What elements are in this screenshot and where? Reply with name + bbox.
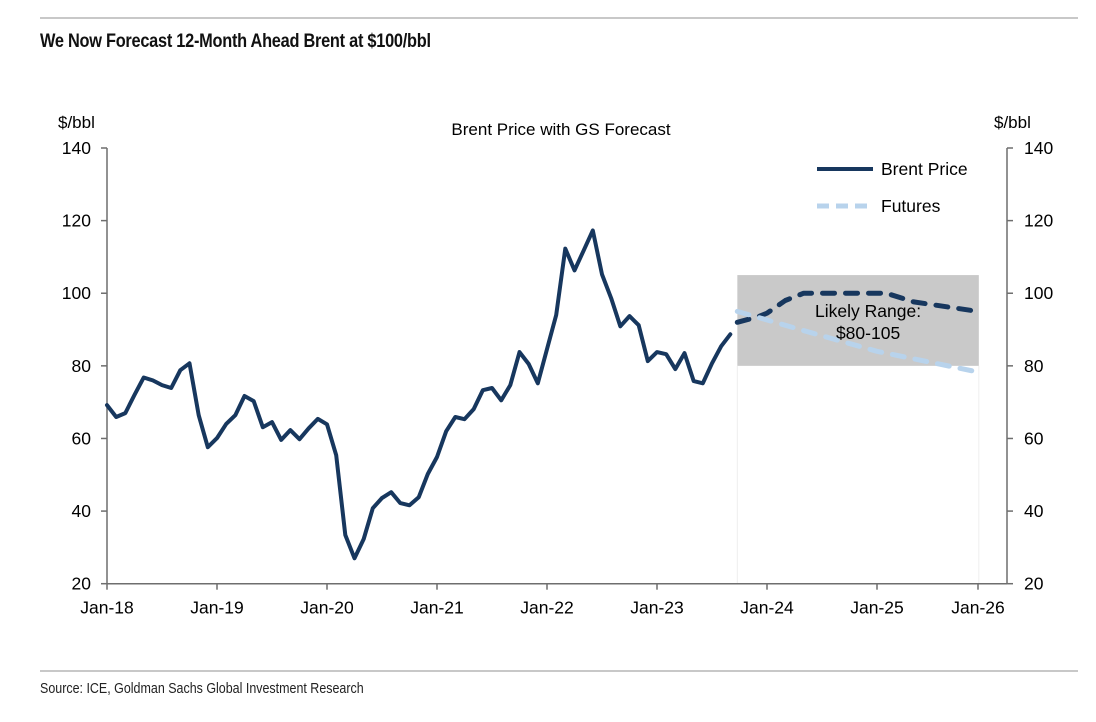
top-rule xyxy=(40,17,1078,19)
y-tick-label-right: 120 xyxy=(1024,211,1053,231)
y-tick-label-left: 20 xyxy=(72,574,92,594)
y-tick-label-left: 120 xyxy=(62,211,91,231)
y-tick-label-left: 100 xyxy=(62,283,91,303)
likely-range-label-line1: Likely Range: xyxy=(815,301,921,321)
x-tick-label: Jan-26 xyxy=(951,598,1005,618)
y-tick-label-left: 80 xyxy=(72,356,92,376)
series-brent-price-line xyxy=(105,228,733,561)
x-tick-label: Jan-19 xyxy=(190,598,244,618)
y-tick-label-right: 40 xyxy=(1024,501,1044,521)
x-tick-label: Jan-20 xyxy=(300,598,354,618)
y-tick-label-right: 60 xyxy=(1024,428,1044,448)
y-axis-label-left: $/bbl xyxy=(58,113,95,132)
legend: Brent Price Futures xyxy=(817,159,968,216)
y-axis-label-right: $/bbl xyxy=(994,113,1031,132)
y-tick-label-right: 140 xyxy=(1024,138,1053,158)
x-tick-label: Jan-21 xyxy=(410,598,464,618)
source-note: Source: ICE, Goldman Sachs Global Invest… xyxy=(40,681,364,697)
y-tick-label-right: 20 xyxy=(1024,574,1044,594)
x-tick-label: Jan-22 xyxy=(520,598,574,618)
y-tick-label-right: 80 xyxy=(1024,356,1044,376)
y-tick-label-right: 100 xyxy=(1024,283,1053,303)
x-tick-label: Jan-23 xyxy=(630,598,684,618)
x-tick-label: Jan-18 xyxy=(80,598,134,618)
y-tick-label-left: 40 xyxy=(72,501,92,521)
y-tick-label-left: 60 xyxy=(72,428,92,448)
legend-label-brent: Brent Price xyxy=(881,159,968,179)
x-tick-label: Jan-25 xyxy=(850,598,904,618)
x-tick-label: Jan-24 xyxy=(740,598,794,618)
chart-title: Brent Price with GS Forecast xyxy=(451,120,670,139)
headline: We Now Forecast 12-Month Ahead Brent at … xyxy=(40,31,431,52)
likely-range-box xyxy=(737,275,979,366)
bottom-rule xyxy=(40,670,1078,672)
series-futures-line xyxy=(734,308,981,375)
y-tick-label-left: 140 xyxy=(62,138,91,158)
likely-range-label-line2: $80-105 xyxy=(836,323,900,343)
legend-label-futures: Futures xyxy=(881,196,941,216)
